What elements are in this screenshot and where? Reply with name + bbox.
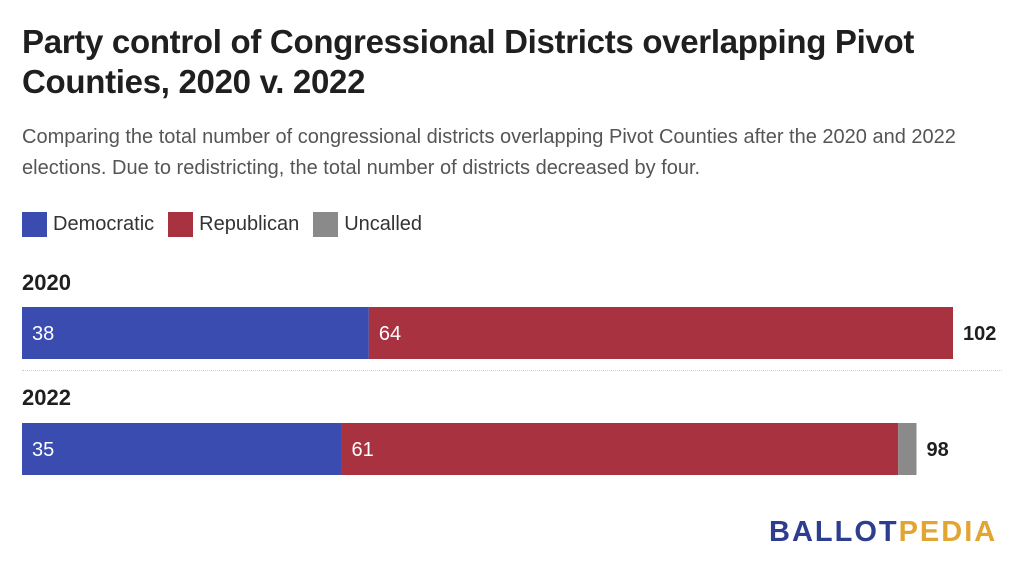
chart-title: Party control of Congressional Districts…: [22, 23, 915, 100]
data-label-democratic-2022: 35: [32, 439, 54, 461]
category-label-2022: 2022: [22, 385, 71, 410]
legend-label-democratic: Democratic: [53, 213, 155, 235]
ballotpedia-logo: BALLOTPEDIA: [769, 516, 997, 549]
legend-label-uncalled: Uncalled: [344, 213, 423, 235]
legend-swatch-democratic: [22, 212, 47, 237]
row-divider: [22, 370, 1002, 371]
legend: Democratic Republican Uncalled: [22, 212, 436, 237]
legend-label-republican: Republican: [199, 213, 300, 235]
category-label-2020: 2020: [22, 270, 71, 295]
legend-item-uncalled: Uncalled: [313, 212, 422, 237]
bar-uncalled-2022: [898, 423, 917, 475]
legend-swatch-uncalled: [313, 212, 339, 237]
bar-democratic-2020: [22, 307, 369, 359]
total-label-2022: 98: [926, 439, 948, 461]
logo-part-pedia: PEDIA: [898, 516, 998, 548]
logo-part-ballot: BALLOT: [769, 516, 899, 548]
bar-democratic-2022: [22, 423, 342, 475]
data-label-republican-2020: 64: [379, 323, 401, 345]
bar-republican-2020: [368, 307, 953, 359]
data-label-republican-2022: 61: [351, 439, 373, 461]
bar-republican-2022: [341, 423, 899, 475]
legend-swatch-republican: [168, 212, 194, 237]
legend-item-republican: Republican: [168, 212, 299, 237]
data-label-democratic-2020: 38: [32, 323, 54, 345]
legend-item-democratic: Democratic: [22, 212, 154, 237]
total-label-2020: 102: [963, 323, 996, 345]
chart-subtitle: Comparing the total number of congressio…: [22, 126, 956, 179]
